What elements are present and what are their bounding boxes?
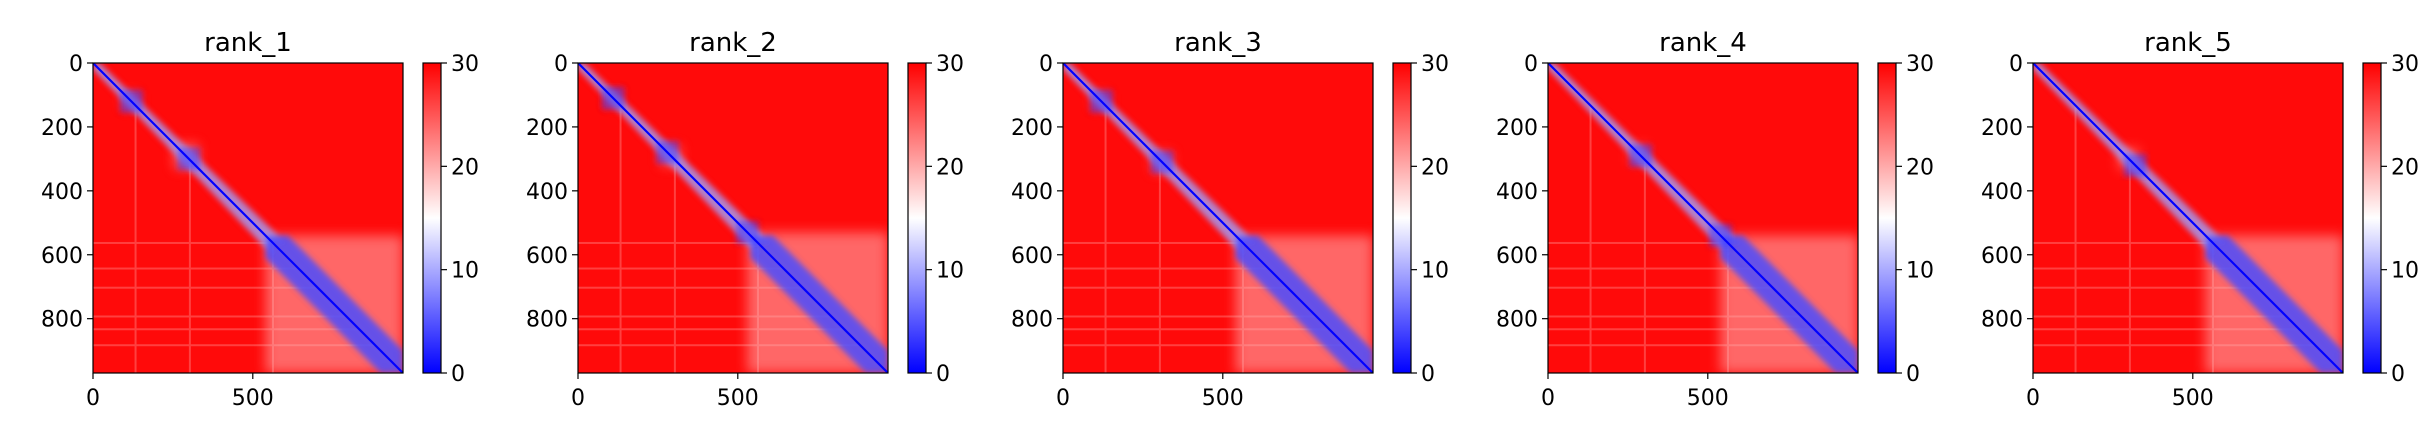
panel-title: rank_4 — [1659, 28, 1747, 58]
colorbar-tick-label: 30 — [936, 52, 964, 77]
axes-frame — [577, 62, 889, 374]
colorbar-tick-label: 20 — [2391, 155, 2419, 180]
colorbar — [1393, 63, 1411, 373]
y-tick-label: 600 — [526, 244, 568, 269]
x-tick-label: 500 — [232, 386, 274, 411]
y-tick-label: 200 — [1981, 116, 2023, 141]
colorbar-tick-label: 0 — [2391, 362, 2405, 387]
colorbar-frame — [422, 62, 442, 374]
colorbar-tick-label: 10 — [936, 259, 964, 284]
colorbar-tick-label: 0 — [451, 362, 465, 387]
colorbar-frame — [907, 62, 927, 374]
heatmap-panel: rank_5 0 200 400 600 800 0 500 0 10 20 30 — [1981, 28, 2419, 411]
colorbar — [908, 63, 926, 373]
colorbar-tick-label: 10 — [2391, 259, 2419, 284]
y-tick-label: 0 — [69, 52, 83, 77]
colorbar-tick-label: 0 — [936, 362, 950, 387]
panel-title: rank_5 — [2144, 28, 2232, 58]
x-tick-label: 0 — [571, 386, 585, 411]
heatmap-image — [1063, 63, 1373, 373]
heatmap-image — [2033, 63, 2343, 373]
x-tick-label: 0 — [86, 386, 100, 411]
y-tick-label: 600 — [1011, 244, 1053, 269]
panel-title: rank_3 — [1174, 28, 1262, 58]
y-tick-label: 800 — [526, 308, 568, 333]
colorbar-tick-label: 0 — [1421, 362, 1435, 387]
y-tick-label: 400 — [1496, 180, 1538, 205]
colorbar-tick-label: 10 — [1906, 259, 1934, 284]
heatmap-panel: rank_1 0 200 400 600 800 0 500 0 10 20 30 — [41, 28, 479, 411]
y-tick-label: 400 — [41, 180, 83, 205]
y-tick-label: 600 — [41, 244, 83, 269]
y-tick-label: 200 — [1011, 116, 1053, 141]
y-tick-label: 400 — [526, 180, 568, 205]
y-tick-label: 400 — [1981, 180, 2023, 205]
x-tick-label: 500 — [717, 386, 759, 411]
colorbar — [2363, 63, 2381, 373]
y-tick-label: 600 — [1496, 244, 1538, 269]
y-tick-label: 200 — [1496, 116, 1538, 141]
main-diagonal — [1548, 63, 1858, 373]
y-tick-label: 0 — [1524, 52, 1538, 77]
colorbar-tick-label: 20 — [936, 155, 964, 180]
axes-frame — [1547, 62, 1859, 374]
main-diagonal — [93, 63, 403, 373]
colorbar-frame — [1877, 62, 1897, 374]
y-tick-label: 800 — [1011, 308, 1053, 333]
colorbar-tick-label: 10 — [451, 259, 479, 284]
colorbar-tick-label: 20 — [1906, 155, 1934, 180]
x-tick-label: 500 — [1687, 386, 1729, 411]
colorbar-tick-label: 20 — [1421, 155, 1449, 180]
x-tick-label: 0 — [2026, 386, 2040, 411]
x-tick-label: 500 — [2172, 386, 2214, 411]
colorbar-frame — [2362, 62, 2382, 374]
colorbar-tick-label: 30 — [451, 52, 479, 77]
panel-title: rank_1 — [204, 28, 292, 58]
colorbar — [423, 63, 441, 373]
axes-frame — [92, 62, 404, 374]
axes-frame — [2032, 62, 2344, 374]
y-tick-label: 800 — [1981, 308, 2023, 333]
main-diagonal — [1063, 63, 1373, 373]
y-tick-label: 0 — [1039, 52, 1053, 77]
colorbar-tick-label: 30 — [1421, 52, 1449, 77]
heatmap-panel: rank_4 0 200 400 600 800 0 500 0 10 20 30 — [1496, 28, 1934, 411]
colorbar-tick-label: 10 — [1421, 259, 1449, 284]
heatmap-image — [93, 63, 403, 373]
colorbar-frame — [1392, 62, 1412, 374]
y-tick-label: 400 — [1011, 180, 1053, 205]
colorbar — [1878, 63, 1896, 373]
y-tick-label: 0 — [554, 52, 568, 77]
axes-frame — [1062, 62, 1374, 374]
heatmap-image — [578, 63, 888, 373]
heatmap-image — [1548, 63, 1858, 373]
main-diagonal — [578, 63, 888, 373]
panel-title: rank_2 — [689, 28, 777, 58]
y-tick-label: 600 — [1981, 244, 2023, 269]
heatmap-panel: rank_3 0 200 400 600 800 0 500 0 10 20 30 — [1011, 28, 1449, 411]
y-tick-label: 200 — [41, 116, 83, 141]
x-tick-label: 0 — [1056, 386, 1070, 411]
colorbar-tick-label: 30 — [2391, 52, 2419, 77]
x-tick-label: 500 — [1202, 386, 1244, 411]
colorbar-tick-label: 30 — [1906, 52, 1934, 77]
y-tick-label: 800 — [1496, 308, 1538, 333]
x-tick-label: 0 — [1541, 386, 1555, 411]
y-tick-label: 0 — [2009, 52, 2023, 77]
y-tick-label: 800 — [41, 308, 83, 333]
y-tick-label: 200 — [526, 116, 568, 141]
heatmap-panel: rank_2 0 200 400 600 800 0 500 0 10 20 30 — [526, 28, 964, 411]
colorbar-tick-label: 20 — [451, 155, 479, 180]
main-diagonal — [2033, 63, 2343, 373]
colorbar-tick-label: 0 — [1906, 362, 1920, 387]
